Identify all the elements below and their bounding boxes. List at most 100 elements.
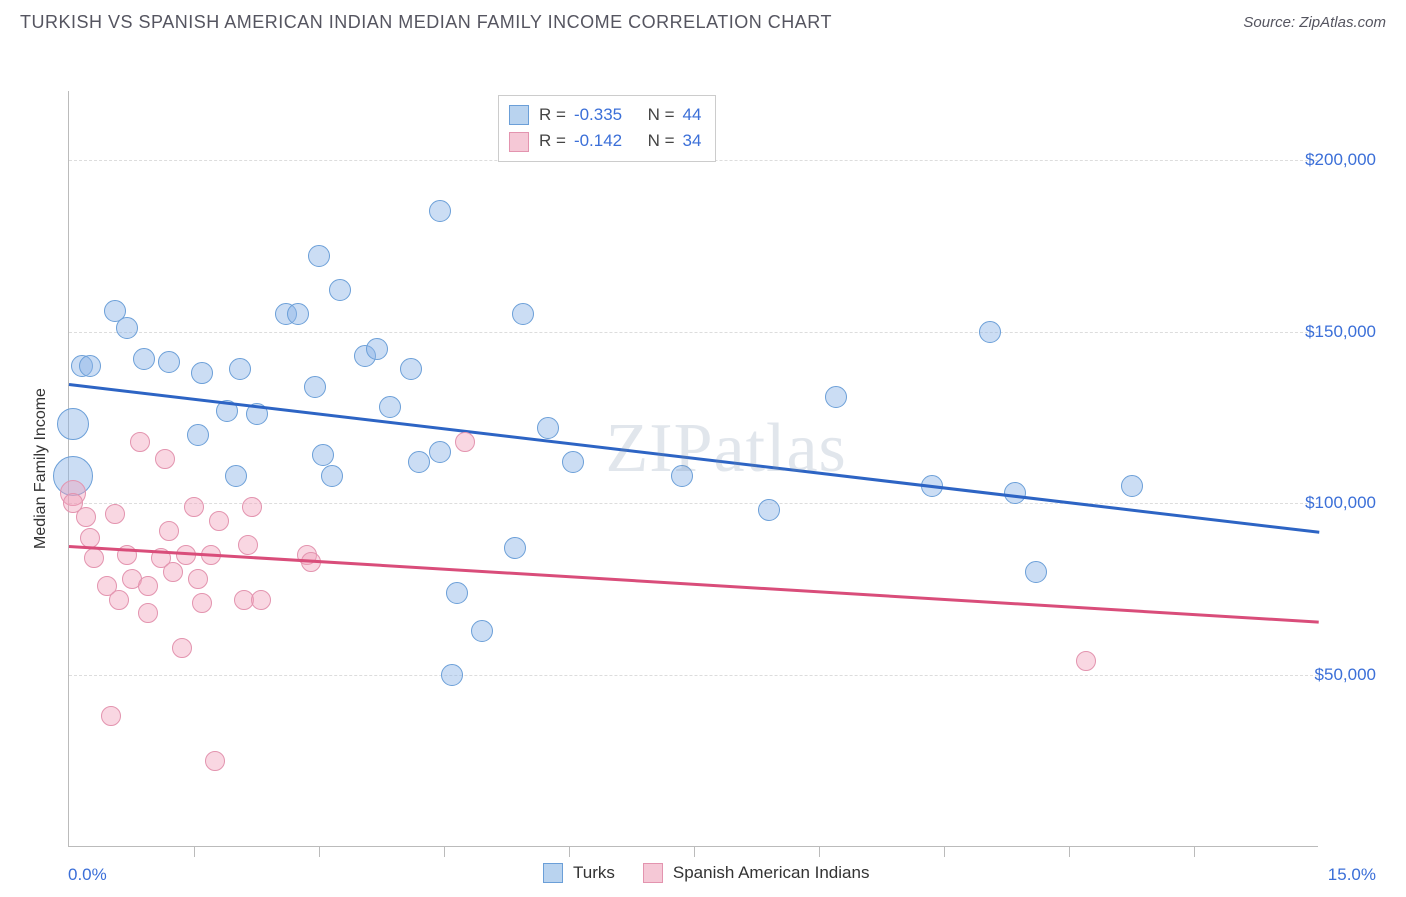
data-point-spanish bbox=[163, 562, 183, 582]
data-point-spanish bbox=[138, 603, 158, 623]
data-point-turks bbox=[191, 362, 213, 384]
stats-row-turks: R = -0.335 N = 44 bbox=[509, 102, 701, 128]
data-point-spanish bbox=[251, 590, 271, 610]
data-point-spanish bbox=[242, 497, 262, 517]
data-point-turks bbox=[116, 317, 138, 339]
data-point-spanish bbox=[209, 511, 229, 531]
data-point-turks bbox=[79, 355, 101, 377]
data-point-spanish bbox=[1076, 651, 1096, 671]
x-axis-label: 0.0% bbox=[68, 865, 107, 885]
n-value: 34 bbox=[683, 128, 702, 154]
y-tick-label: $100,000 bbox=[1305, 493, 1376, 513]
legend-item-spanish[interactable]: Spanish American Indians bbox=[643, 863, 870, 883]
data-point-turks bbox=[133, 348, 155, 370]
data-point-turks bbox=[304, 376, 326, 398]
plot-area bbox=[68, 91, 1318, 847]
swatch-turks bbox=[543, 863, 563, 883]
data-point-spanish bbox=[172, 638, 192, 658]
legend-label: Spanish American Indians bbox=[673, 863, 870, 883]
data-point-turks bbox=[671, 465, 693, 487]
data-point-turks bbox=[562, 451, 584, 473]
data-point-turks bbox=[379, 396, 401, 418]
data-point-turks bbox=[758, 499, 780, 521]
data-point-spanish bbox=[76, 507, 96, 527]
x-axis-label: 15.0% bbox=[1328, 865, 1376, 885]
x-tick bbox=[1069, 847, 1070, 857]
x-tick bbox=[1194, 847, 1195, 857]
n-value: 44 bbox=[683, 102, 702, 128]
data-point-turks bbox=[366, 338, 388, 360]
data-point-spanish bbox=[205, 751, 225, 771]
x-tick bbox=[319, 847, 320, 857]
gridline bbox=[69, 675, 1318, 676]
data-point-spanish bbox=[80, 528, 100, 548]
data-point-turks bbox=[287, 303, 309, 325]
data-point-turks bbox=[57, 408, 89, 440]
data-point-spanish bbox=[184, 497, 204, 517]
data-point-turks bbox=[308, 245, 330, 267]
n-label: N = bbox=[648, 102, 675, 128]
source-prefix: Source: bbox=[1243, 14, 1299, 31]
data-point-turks bbox=[229, 358, 251, 380]
legend-label: Turks bbox=[573, 863, 615, 883]
data-point-turks bbox=[446, 582, 468, 604]
data-point-spanish bbox=[192, 593, 212, 613]
data-point-turks bbox=[504, 537, 526, 559]
data-point-spanish bbox=[84, 548, 104, 568]
y-axis-title: Median Family Income bbox=[32, 388, 50, 549]
y-tick-label: $50,000 bbox=[1315, 665, 1376, 685]
data-point-turks bbox=[408, 451, 430, 473]
y-tick-label: $200,000 bbox=[1305, 150, 1376, 170]
legend-item-turks[interactable]: Turks bbox=[543, 863, 615, 883]
x-tick bbox=[569, 847, 570, 857]
x-tick bbox=[944, 847, 945, 857]
data-point-turks bbox=[158, 351, 180, 373]
swatch-spanish bbox=[509, 132, 529, 152]
data-point-spanish bbox=[455, 432, 475, 452]
data-point-turks bbox=[979, 321, 1001, 343]
data-point-spanish bbox=[138, 576, 158, 596]
swatch-turks bbox=[509, 105, 529, 125]
x-tick bbox=[444, 847, 445, 857]
series-legend: Turks Spanish American Indians bbox=[543, 863, 869, 883]
data-point-turks bbox=[312, 444, 334, 466]
data-point-turks bbox=[329, 279, 351, 301]
data-point-turks bbox=[537, 417, 559, 439]
source-link[interactable]: ZipAtlas.com bbox=[1299, 14, 1386, 31]
gridline bbox=[69, 332, 1318, 333]
swatch-spanish bbox=[643, 863, 663, 883]
data-point-spanish bbox=[238, 535, 258, 555]
data-point-turks bbox=[225, 465, 247, 487]
data-point-turks bbox=[825, 386, 847, 408]
x-tick bbox=[194, 847, 195, 857]
data-point-spanish bbox=[109, 590, 129, 610]
chart-container: $50,000 $100,000 $150,000 $200,000 0.0% 15.0%… bbox=[20, 41, 1386, 897]
r-value: -0.335 bbox=[574, 102, 622, 128]
data-point-turks bbox=[429, 200, 451, 222]
data-point-turks bbox=[321, 465, 343, 487]
r-value: -0.142 bbox=[574, 128, 622, 154]
data-point-spanish bbox=[155, 449, 175, 469]
data-point-turks bbox=[187, 424, 209, 446]
regression-line-spanish bbox=[69, 545, 1319, 623]
stats-legend: R = -0.335 N = 44 R = -0.142 N = 34 bbox=[498, 95, 716, 162]
n-label: N = bbox=[648, 128, 675, 154]
x-tick bbox=[694, 847, 695, 857]
data-point-spanish bbox=[101, 706, 121, 726]
stats-row-spanish: R = -0.142 N = 34 bbox=[509, 128, 701, 154]
chart-title: TURKISH VS SPANISH AMERICAN INDIAN MEDIA… bbox=[20, 12, 832, 33]
chart-header: TURKISH VS SPANISH AMERICAN INDIAN MEDIA… bbox=[0, 0, 1406, 41]
r-label: R = bbox=[539, 102, 566, 128]
y-tick-label: $150,000 bbox=[1305, 322, 1376, 342]
data-point-spanish bbox=[105, 504, 125, 524]
data-point-turks bbox=[1025, 561, 1047, 583]
data-point-turks bbox=[429, 441, 451, 463]
data-point-turks bbox=[1121, 475, 1143, 497]
data-point-turks bbox=[441, 664, 463, 686]
data-point-spanish bbox=[188, 569, 208, 589]
r-label: R = bbox=[539, 128, 566, 154]
data-point-turks bbox=[471, 620, 493, 642]
data-point-turks bbox=[512, 303, 534, 325]
x-tick bbox=[819, 847, 820, 857]
chart-source: Source: ZipAtlas.com bbox=[1243, 14, 1386, 31]
